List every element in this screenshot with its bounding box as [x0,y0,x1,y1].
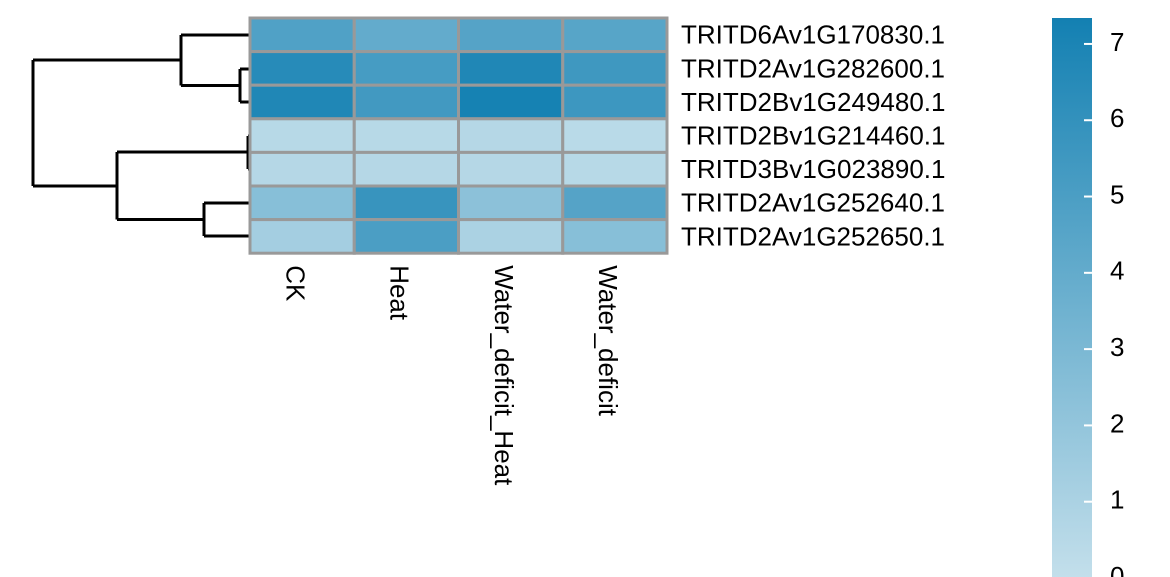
cell [352,184,460,222]
cell [352,150,460,188]
cell [457,150,565,188]
row-label: TRITD6Av1G170830.1 [681,20,945,50]
cell [248,218,356,255]
cell [457,83,565,121]
cell [352,16,460,54]
row-label: TRITD2Av1G252650.1 [681,221,945,251]
cell [352,83,460,121]
cell [352,117,460,154]
column-label: Heat [385,265,415,321]
cell [248,50,356,87]
colorbar-tick-label: 2 [1110,408,1124,438]
cell [561,83,669,121]
row-label: TRITD2Av1G252640.1 [681,188,945,218]
colorbar-tick-label: 0 [1110,561,1124,577]
cell [457,16,565,54]
cell [561,150,669,188]
cell [352,50,460,87]
colorbar-tick-label: 5 [1110,179,1124,209]
cell [248,16,356,54]
cell [457,184,565,222]
cell [561,117,669,154]
row-dendrogram [31,33,250,238]
cell [561,50,669,87]
cell [561,184,669,222]
cell [457,218,565,255]
cell [248,150,356,188]
cell [248,184,356,222]
cell [457,50,565,87]
column-label: Water_deficit [593,265,623,417]
colorbar-tick-label: 6 [1110,103,1124,133]
colorbar-tick-label: 4 [1110,256,1124,286]
row-label: TRITD2Av1G282600.1 [681,53,945,83]
colorbar-tick-label: 1 [1110,485,1124,515]
row-label: TRITD3Bv1G023890.1 [681,154,945,184]
cell [352,218,460,255]
colorbar [1052,18,1092,577]
cell [248,83,356,121]
row-label: TRITD2Bv1G214460.1 [681,120,945,150]
row-label: TRITD2Bv1G249480.1 [681,87,945,117]
colorbar-tick-label: 7 [1110,27,1124,57]
column-label: Water_deficit_Heat [489,265,519,486]
column-label: CK [280,265,310,302]
cell [561,218,669,255]
colorbar-tick-label: 3 [1110,332,1124,362]
cell [561,16,669,54]
cell [457,117,565,154]
cell [248,117,356,154]
